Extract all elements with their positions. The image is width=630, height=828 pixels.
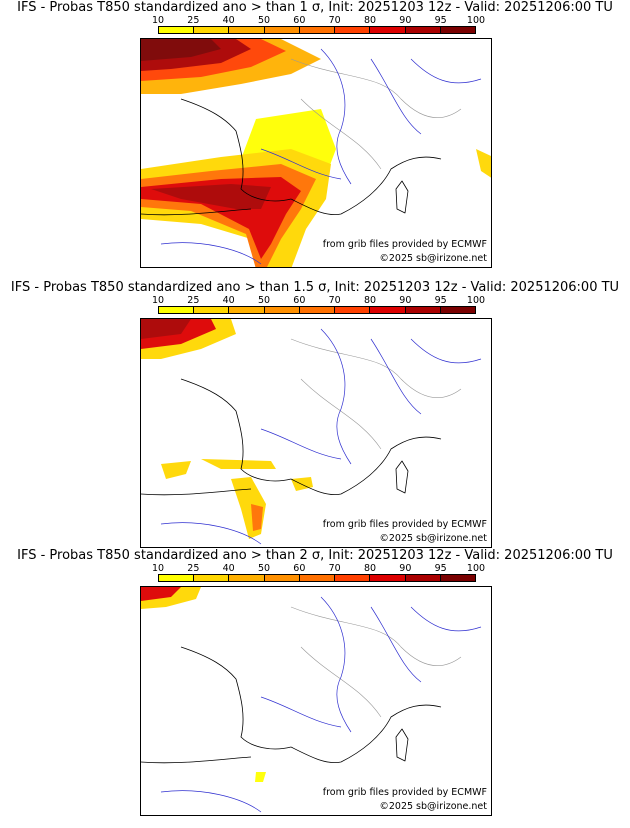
colorbar-tick-label: 90 (399, 563, 412, 574)
colorbar-tick-labels: 10 25 40 50 60 70 80 90 95 100 (150, 15, 495, 26)
colorbar-tick-label: 25 (187, 15, 200, 26)
colorbar-tick-label: 10 (151, 563, 165, 574)
colorbar-tick-label: 50 (257, 15, 271, 26)
copyright-credit: ©2025 sb@irizone.net (379, 533, 487, 544)
colorbar-tick-label: 40 (222, 15, 235, 26)
colorbar-tick-label: 10 (151, 15, 165, 26)
colorbar-segment (440, 575, 475, 581)
colorbar-tick-label: 80 (363, 15, 377, 26)
colorbar-tick-label: 60 (293, 15, 306, 26)
colorbar-tick-label: 60 (293, 295, 306, 306)
forecast-panel-1sigma: IFS - Probas T850 standardized ano > tha… (0, 0, 630, 272)
colorbar-segment (229, 307, 265, 313)
colorbar-segment (264, 27, 300, 33)
colorbar (158, 26, 476, 34)
probability-field (141, 39, 491, 267)
colorbar (158, 574, 476, 582)
colorbar-tick-label: 100 (466, 295, 486, 306)
colorbar-segment (264, 575, 300, 581)
probability-field (141, 587, 266, 782)
forecast-panel-1-5sigma: IFS - Probas T850 standardized ano > tha… (0, 280, 630, 552)
colorbar-segment (159, 27, 195, 33)
colorbar-tick-label: 25 (187, 563, 200, 574)
colorbar-tick-label: 25 (187, 295, 200, 306)
source-credit: from grib files provided by ECMWF (322, 787, 487, 798)
colorbar-segment (299, 27, 336, 33)
colorbar-tick-label: 95 (434, 295, 447, 306)
colorbar-tick-label: 50 (257, 295, 271, 306)
colorbar-segment (440, 307, 475, 313)
colorbar-segment (299, 307, 336, 313)
colorbar-segment (229, 27, 265, 33)
colorbar-tick-labels: 10 25 40 50 60 70 80 90 95 100 (150, 563, 495, 574)
colorbar-tick-label: 70 (328, 563, 341, 574)
colorbar-tick-label: 40 (222, 563, 235, 574)
colorbar-segment (229, 575, 265, 581)
colorbar-tick-label: 70 (328, 295, 341, 306)
panel-title: IFS - Probas T850 standardized ano > tha… (10, 280, 620, 295)
colorbar-segment (264, 307, 300, 313)
colorbar-tick-label: 90 (399, 15, 412, 26)
copyright-credit: ©2025 sb@irizone.net (379, 801, 487, 812)
panel-title: IFS - Probas T850 standardized ano > tha… (17, 0, 613, 15)
colorbar-segment (194, 27, 230, 33)
colorbar-segment (370, 575, 406, 581)
colorbar-tick-label: 50 (257, 563, 271, 574)
colorbar-segment (299, 575, 336, 581)
colorbar-segment (370, 307, 406, 313)
colorbar-tick-label: 95 (434, 563, 447, 574)
colorbar-segment (159, 307, 195, 313)
copyright-credit: ©2025 sb@irizone.net (379, 253, 487, 264)
colorbar (158, 306, 476, 314)
colorbar-tick-label: 100 (466, 15, 486, 26)
colorbar-tick-label: 90 (399, 295, 412, 306)
colorbar-tick-labels: 10 25 40 50 60 70 80 90 95 100 (150, 295, 495, 306)
colorbar-tick-label: 60 (293, 563, 306, 574)
probability-map: from grib files provided by ECMWF ©2025 … (140, 38, 492, 268)
forecast-panel-2sigma: IFS - Probas T850 standardized ano > tha… (0, 548, 630, 820)
colorbar-tick-label: 40 (222, 295, 235, 306)
colorbar-segment (335, 575, 371, 581)
probability-map: from grib files provided by ECMWF ©2025 … (140, 318, 492, 548)
colorbar-tick-label: 80 (363, 563, 377, 574)
colorbar-segment (405, 307, 441, 313)
probability-map: from grib files provided by ECMWF ©2025 … (140, 586, 492, 816)
colorbar-segment (194, 575, 230, 581)
colorbar-tick-label: 80 (363, 295, 377, 306)
colorbar-segment (194, 307, 230, 313)
colorbar-tick-label: 95 (434, 15, 447, 26)
colorbar-segment (335, 27, 371, 33)
colorbar-segment (370, 27, 406, 33)
probability-field (141, 319, 313, 539)
source-credit: from grib files provided by ECMWF (322, 239, 487, 250)
colorbar-segment (405, 575, 441, 581)
colorbar-segment (159, 575, 195, 581)
colorbar-segment (405, 27, 441, 33)
panel-title: IFS - Probas T850 standardized ano > tha… (17, 548, 613, 563)
colorbar-tick-label: 10 (151, 295, 165, 306)
source-credit: from grib files provided by ECMWF (322, 519, 487, 530)
colorbar-segment (440, 27, 475, 33)
colorbar-tick-label: 70 (328, 15, 341, 26)
colorbar-segment (335, 307, 371, 313)
colorbar-tick-label: 100 (466, 563, 486, 574)
